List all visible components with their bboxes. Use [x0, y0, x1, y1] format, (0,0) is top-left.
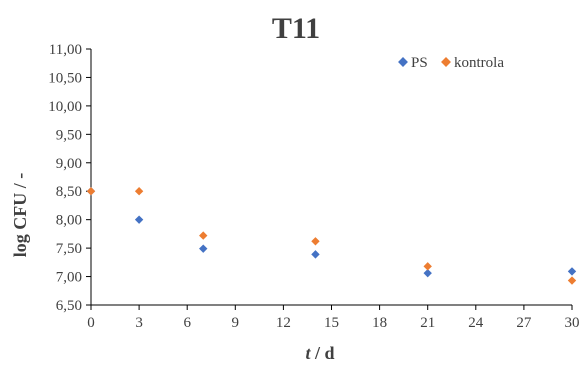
y-tick-label: 9,50	[56, 127, 82, 143]
y-tick-label: 10,00	[48, 99, 82, 115]
data-points	[86, 187, 577, 285]
x-tick-label: 24	[468, 315, 484, 331]
point-ps	[423, 268, 432, 278]
y-tick-label: 7,50	[56, 241, 82, 257]
legend-label-ps: PS	[411, 55, 428, 71]
y-tick-label: 6,50	[56, 298, 82, 314]
x-axis-label-italic: t	[305, 343, 311, 363]
legend-marker-ps	[398, 57, 408, 67]
y-tick-label: 8,50	[56, 184, 82, 200]
point-ps	[567, 267, 577, 276]
point-ps	[199, 244, 208, 253]
point-kontrola	[423, 262, 432, 271]
x-tick-label: 12	[276, 315, 291, 331]
chart-title: T11	[272, 12, 320, 45]
y-axis-ticks: 6,50 7,00 7,50 8,00 8,50 9,00 9,50 10,00 10,50 11…	[48, 42, 91, 314]
y-tick-label: 8,00	[56, 213, 82, 229]
x-tick-label: 15	[324, 315, 339, 331]
y-tick-label: 10,50	[48, 70, 82, 86]
x-tick-label: 9	[232, 315, 240, 331]
x-axis-label-rest: / d	[311, 343, 335, 363]
legend-label-kontrola: kontrola	[454, 55, 504, 71]
x-tick-label: 0	[87, 315, 95, 331]
point-ps	[134, 215, 144, 224]
point-kontrola	[134, 187, 144, 196]
y-tick-label: 7,00	[56, 270, 82, 286]
legend: PS kontrola	[398, 55, 504, 71]
y-axis-label: log CFU / -	[10, 173, 30, 258]
x-axis-label: t / d	[305, 343, 334, 363]
point-ps	[311, 250, 320, 259]
point-kontrola	[311, 237, 320, 246]
x-tick-label: 21	[420, 315, 435, 331]
x-tick-label: 30	[565, 315, 580, 331]
y-tick-label: 9,00	[56, 156, 82, 172]
x-tick-label: 3	[135, 315, 143, 331]
x-tick-label: 27	[516, 315, 532, 331]
point-kontrola	[199, 231, 208, 240]
x-tick-label: 18	[372, 315, 387, 331]
point-kontrola	[567, 276, 577, 285]
x-tick-label: 6	[183, 315, 191, 331]
x-axis-ticks: 0 3 6 9 12 15 18 21 24 27 30	[87, 305, 580, 331]
legend-marker-kontrola	[441, 57, 451, 67]
y-tick-label: 11,00	[49, 42, 82, 58]
point-kontrola	[86, 187, 96, 196]
